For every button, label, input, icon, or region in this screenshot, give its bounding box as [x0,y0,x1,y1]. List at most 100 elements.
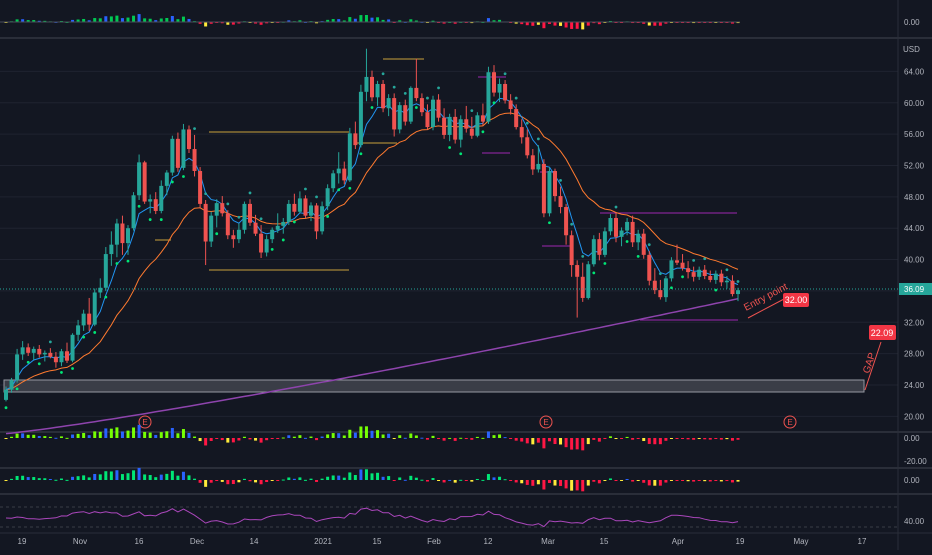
candle-body [358,91,363,146]
osc2-bar [581,480,585,492]
candle-body [4,389,8,400]
top-osc-bar [326,19,330,22]
support-zone[interactable] [3,379,865,393]
candle-body [42,352,47,355]
purple-reference-lines [478,76,738,321]
osc1-bar [658,438,662,445]
panel-tick-label: -20.00 [904,457,927,466]
candle-body [686,268,691,273]
osc1-bar [26,434,30,438]
candle-body [381,83,386,109]
osc1-bar [359,426,363,438]
osc1-bar [542,438,546,449]
osc1-bar [193,436,197,438]
candle-body [530,155,535,170]
sar-dot [736,280,740,283]
osc2-bar [730,480,734,483]
earnings-marker-text: E [543,418,548,427]
top-osc-bar [348,17,352,22]
top-osc-bar [442,22,446,24]
osc1-bar [575,438,579,450]
top-osc-bar [126,17,130,22]
osc2-bar [132,470,136,480]
sar-dot [126,259,130,263]
osc2-bar [226,480,230,485]
sar-dot [60,371,63,374]
candle-body [236,229,241,240]
osc1-bar [37,435,41,438]
osc1-bar [398,435,402,438]
top-osc-bar [120,18,124,22]
osc1-bar [32,434,36,438]
top-osc-bar [486,18,490,22]
candle-body [658,290,663,298]
sar-dot [270,247,274,251]
top-osc-bar [220,22,224,24]
candle-body [541,163,546,214]
candle-body [320,206,325,232]
candle-body [408,87,413,122]
osc1-bar [387,433,391,438]
osc2-bar [193,478,197,480]
osc1-bar [420,437,424,439]
candle-body [675,260,679,263]
top-osc-bar [43,20,47,22]
candle-body [536,163,541,170]
osc1-bar [475,436,479,438]
osc1-bar [631,438,635,440]
osc1-bar [276,438,280,439]
top-osc-bar [76,19,80,22]
osc1-bar [625,436,629,438]
candle-body [431,99,435,128]
sar-dot [459,152,463,156]
osc1-bar [581,438,585,451]
candles[interactable] [4,48,740,402]
top-osc-bar [170,15,174,22]
osc1-bar [10,436,14,438]
candle-body [126,228,130,244]
last-price-badge[interactable] [899,283,932,295]
osc1-bar [209,438,213,441]
sar-dot [4,406,8,410]
entry-price-text: 32.00 [785,295,808,305]
candle-body [514,109,519,128]
osc2-bar [570,480,574,491]
candle-body [264,239,269,253]
osc1-bar [509,438,513,439]
candle-body [575,265,580,277]
osc1-bar [143,431,147,438]
top-osc-bar [553,22,557,26]
osc2-bar [509,480,513,481]
candle-body [619,230,624,237]
candle-body [719,273,724,283]
sar-dot [703,257,707,261]
osc2-bar [231,480,235,485]
entry-price-badge[interactable] [783,293,809,307]
top-osc-bar [226,22,230,25]
time-tick-label: Apr [672,537,685,546]
panel-tick-label: 0.00 [904,476,920,485]
osc1-bar [237,438,241,441]
osc1-bar [298,435,302,438]
osc2-bar [148,475,152,480]
osc2-bar [370,473,374,480]
osc1-bar [320,436,324,438]
osc1-bar [337,433,341,438]
osc2-bar [553,480,557,486]
time-tick-label: 19 [18,537,27,546]
osc2-bar [326,476,330,480]
osc1-bar [675,438,679,439]
top-osc-bar [143,18,147,22]
osc2-bar [165,473,169,480]
top-osc-bar [265,22,269,24]
reference-lines [155,58,424,271]
osc1-bar [586,438,590,445]
osc1-bar [76,433,80,438]
osc1-bar [730,438,734,441]
osc2-bar [542,480,546,490]
candle-body [281,221,286,226]
target-price-badge[interactable] [869,325,896,340]
